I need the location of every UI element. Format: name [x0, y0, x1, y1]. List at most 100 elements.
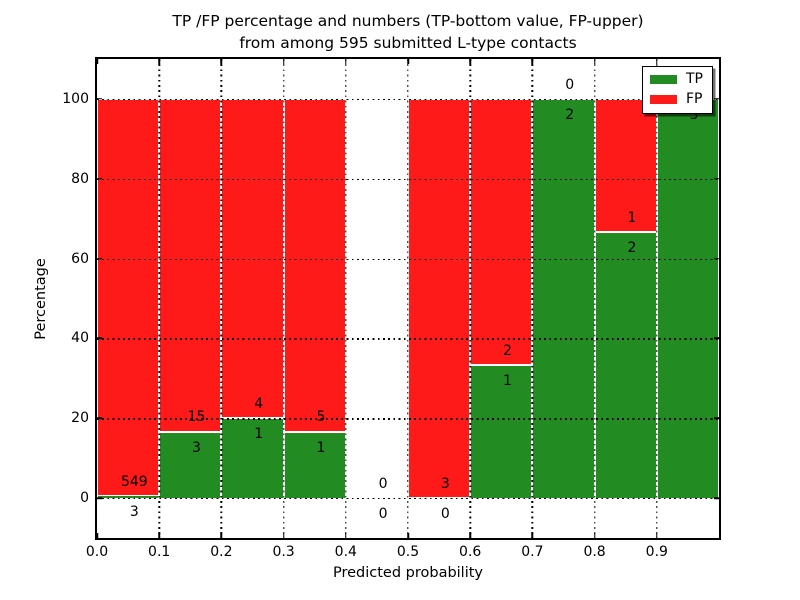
x-tick-bottom-0.3 — [282, 533, 285, 538]
x-tick-top-0.6 — [469, 59, 471, 64]
fp-count-label-1: 15 — [187, 409, 206, 426]
chart-title-line2: from among 595 submitted L-type contacts — [239, 33, 577, 52]
x-tick-bottom-0.9 — [656, 533, 658, 538]
count-labels-layer: 54931534151003021021203 — [97, 59, 719, 538]
fp-count-label-4: 0 — [378, 475, 388, 492]
legend-label-tp: TP — [686, 71, 703, 87]
tp-count-label-9: 3 — [689, 106, 699, 123]
tp-count-label-2: 1 — [254, 426, 264, 443]
bar-segment-fp-6 — [470, 98, 533, 366]
x-tick-top-0.3 — [282, 59, 285, 64]
chart-title: TP /FP percentage and numbers (TP-bottom… — [97, 11, 719, 54]
y-tick-label-40: 40 — [71, 330, 89, 347]
x-tick-bottom-0.2 — [220, 533, 223, 538]
x-tick-bottom-0.4 — [345, 533, 347, 538]
y-tick-left-40 — [97, 337, 102, 340]
legend-item-tp: TP — [650, 72, 703, 87]
axes-frame — [95, 57, 721, 540]
y-tick-right-60 — [714, 257, 719, 260]
x-tick-bottom-0.7 — [531, 533, 534, 538]
y-tick-right-100 — [714, 98, 719, 100]
v-gridline-0.9 — [656, 59, 658, 538]
x-tick-top-0.2 — [220, 59, 223, 64]
tp-count-label-6: 1 — [503, 372, 512, 389]
tp-count-label-0: 3 — [129, 503, 139, 520]
legend-swatch-tp-icon — [650, 75, 677, 84]
chart-title-line1: TP /FP percentage and numbers (TP-bottom… — [172, 12, 644, 30]
fp-count-label-7: 0 — [565, 76, 575, 93]
y-tick-right-40 — [714, 337, 719, 340]
x-tick-label-0.7: 0.7 — [521, 544, 544, 560]
y-tick-right-80 — [714, 178, 719, 180]
v-gridline-0.6 — [469, 59, 471, 538]
y-tick-left-60 — [97, 257, 102, 260]
fp-count-label-2: 4 — [254, 395, 264, 412]
bar-segment-fp-0 — [97, 98, 160, 496]
x-tick-bottom-0.1 — [158, 533, 160, 538]
x-axis-label: Predicted probability — [332, 565, 484, 581]
bar-segment-tp-7 — [532, 98, 595, 499]
y-tick-left-100 — [97, 98, 102, 100]
x-tick-label-0.4: 0.4 — [334, 544, 357, 560]
y-tick-right-20 — [714, 417, 719, 419]
grid-layer — [96, 59, 719, 538]
bar-segment-fp-8 — [594, 98, 657, 232]
fp-count-label-6: 2 — [503, 342, 512, 359]
x-tick-bottom-0.5 — [407, 533, 409, 538]
fp-count-label-5: 3 — [440, 475, 450, 492]
x-tick-top-0.5 — [407, 59, 409, 64]
y-tick-label-80: 80 — [71, 170, 89, 187]
x-tick-top-0.4 — [345, 59, 347, 64]
x-tick-top-0.1 — [158, 59, 160, 64]
tp-count-label-8: 2 — [627, 239, 637, 256]
x-tick-bottom-0.6 — [469, 533, 471, 538]
x-tick-label-0.2: 0.2 — [210, 544, 233, 560]
v-gridline-0.8 — [593, 59, 596, 538]
legend-label-fp: FP — [686, 91, 703, 107]
bars-layer — [97, 59, 719, 538]
fp-count-label-0: 549 — [120, 473, 148, 490]
legend-item-fp: FP — [650, 92, 703, 107]
legend: TP FP — [642, 66, 713, 114]
y-axis-label: Percentage — [33, 258, 49, 340]
plot-area: 54931534151003021021203 TP FP — [96, 59, 719, 538]
x-tick-top-0.9 — [656, 59, 658, 64]
y-tick-right-0 — [714, 497, 719, 499]
x-tick-top-0 — [96, 59, 98, 64]
x-tick-label-0.8: 0.8 — [583, 544, 606, 560]
legend-swatch-fp-icon — [650, 95, 677, 104]
x-tick-label-0.5: 0.5 — [396, 544, 420, 560]
y-tick-label-20: 20 — [71, 410, 89, 427]
v-gridline-0.3 — [282, 59, 285, 538]
y-tick-left-80 — [97, 178, 102, 180]
y-tick-label-0: 0 — [80, 490, 89, 507]
tp-count-label-5: 0 — [440, 506, 450, 523]
x-tick-bottom-0 — [96, 533, 98, 538]
bar-segment-tp-3 — [283, 431, 346, 499]
y-tick-left-20 — [97, 417, 102, 419]
v-gridline-0.2 — [220, 59, 223, 538]
x-tick-top-0.7 — [531, 59, 534, 64]
v-gridline-0.7 — [531, 59, 534, 538]
x-tick-label-0.6: 0.6 — [459, 544, 482, 560]
y-tick-label-100: 100 — [62, 90, 89, 107]
x-tick-label-0.0: 0.0 — [85, 544, 109, 560]
bar-segment-fp-5 — [408, 98, 471, 499]
x-tick-top-0.8 — [593, 59, 596, 64]
tp-count-label-4: 0 — [378, 506, 388, 523]
tp-count-label-1: 3 — [192, 439, 201, 456]
y-tick-left-0 — [97, 497, 102, 499]
x-tick-bottom-0.8 — [593, 533, 596, 538]
v-gridline-0.4 — [345, 59, 347, 538]
y-tick-label-60: 60 — [71, 250, 89, 267]
tp-count-label-3: 1 — [316, 439, 326, 456]
fp-count-label-3: 5 — [316, 409, 326, 426]
v-gridline-0.1 — [158, 59, 160, 538]
x-tick-label-0.3: 0.3 — [272, 544, 295, 560]
v-gridline-0.5 — [407, 59, 409, 538]
x-tick-label-0.1: 0.1 — [148, 544, 171, 560]
x-tick-label-0.9: 0.9 — [645, 544, 668, 560]
bar-segment-tp-6 — [470, 365, 533, 499]
tp-count-label-7: 2 — [565, 106, 575, 123]
